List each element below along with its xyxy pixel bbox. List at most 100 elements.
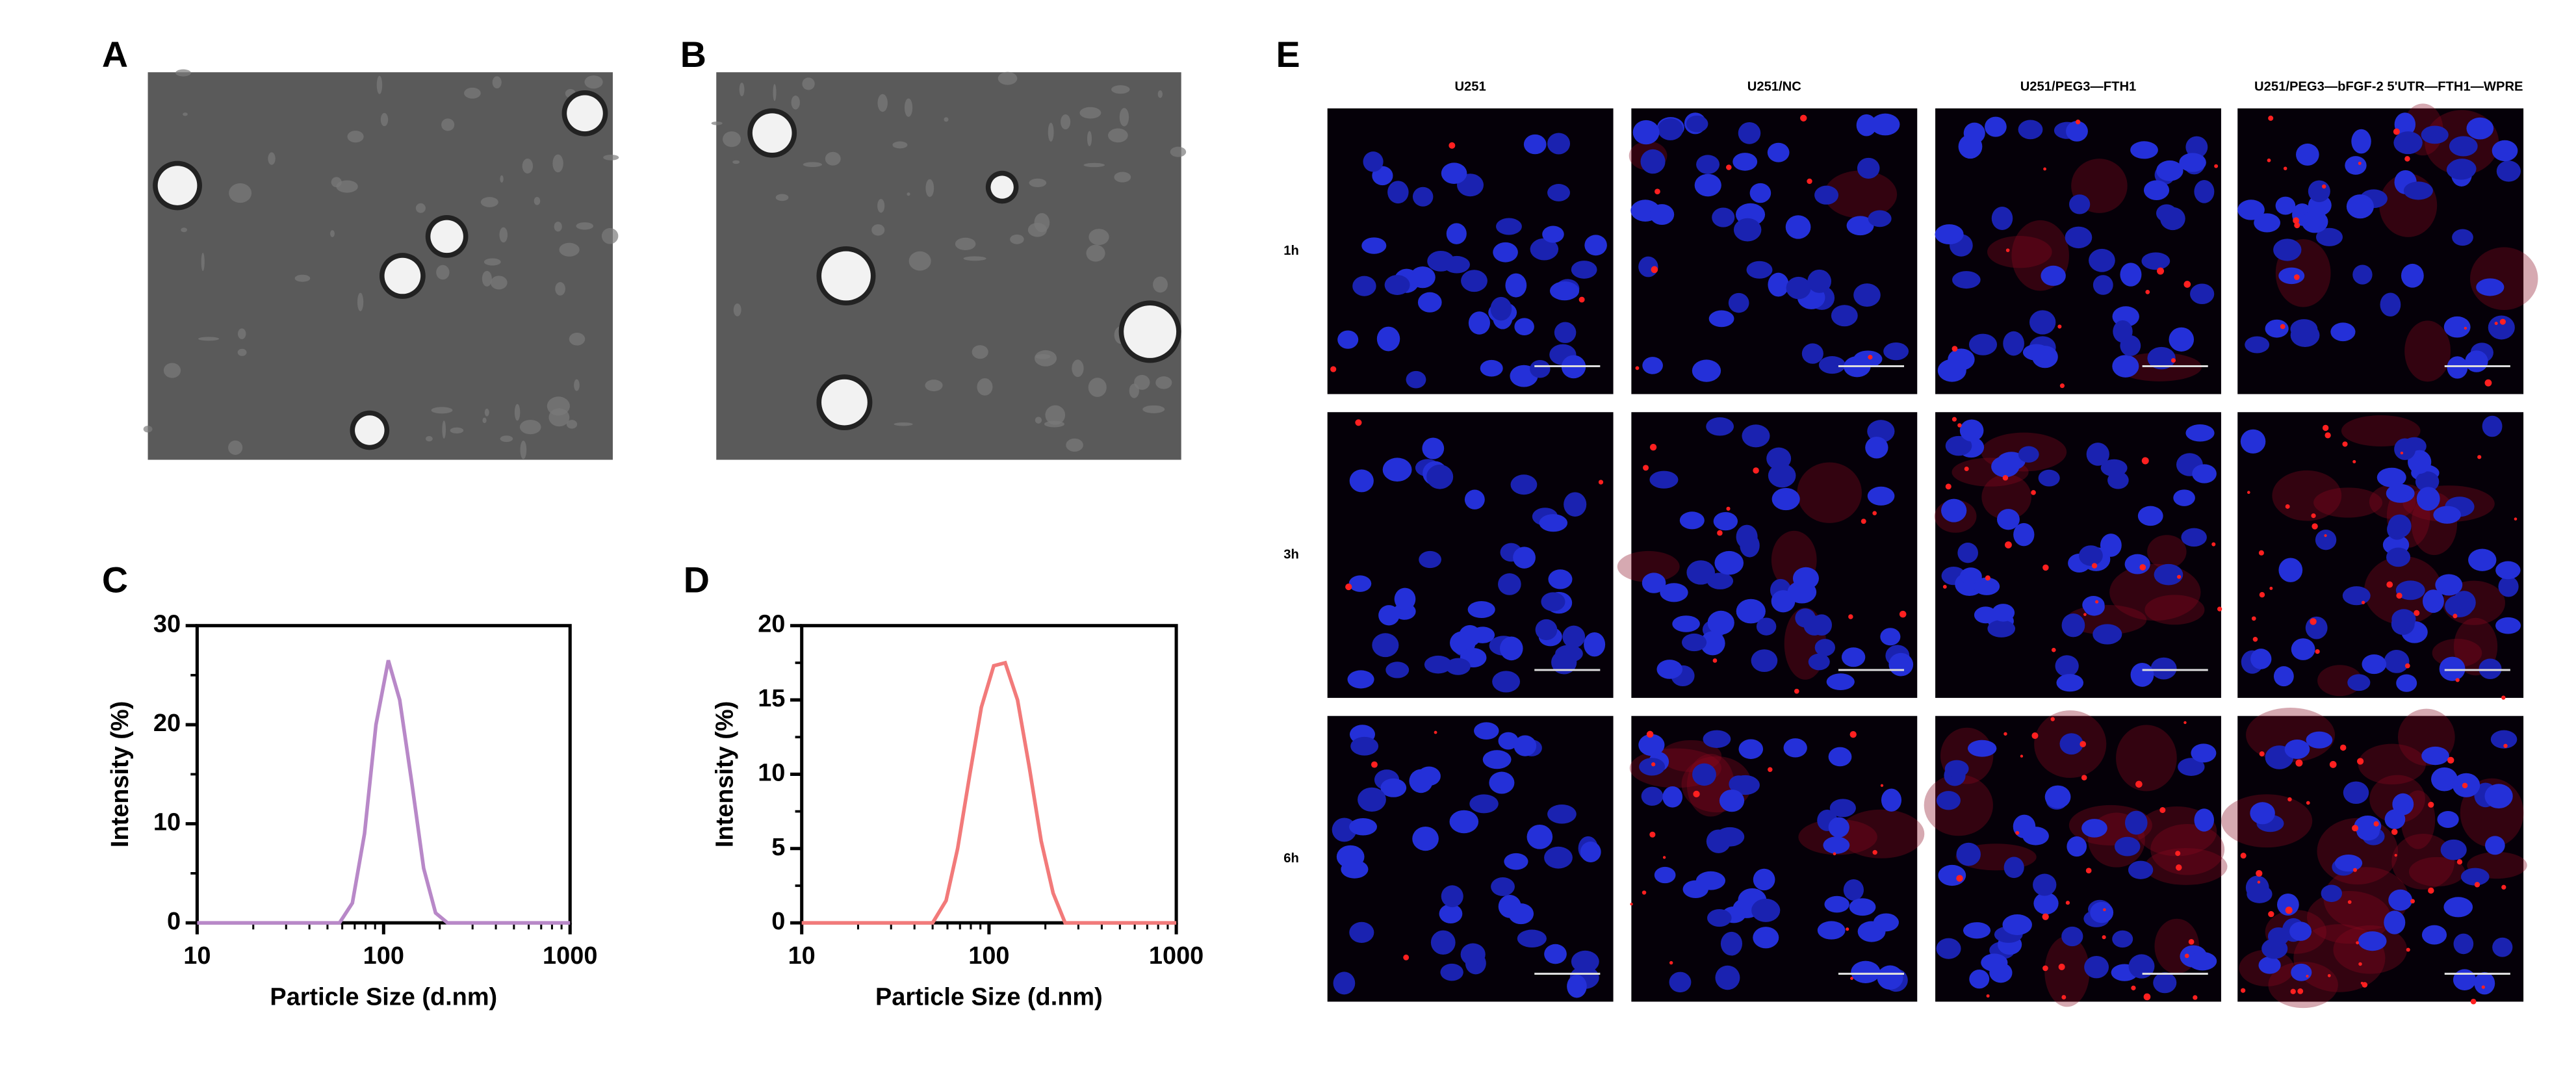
red-dot <box>2456 859 2463 865</box>
red-dot <box>2131 985 2136 990</box>
nucleus <box>1732 153 1758 171</box>
red-dot <box>1646 730 1654 738</box>
nucleus <box>2112 355 2139 378</box>
red-dot <box>2080 741 2087 747</box>
nucleus <box>1968 333 1998 355</box>
nucleus <box>2245 336 2270 354</box>
nucleus <box>2237 200 2265 220</box>
nucleus <box>2422 589 2444 613</box>
tem-debris <box>1134 374 1150 390</box>
red-dot <box>2322 184 2326 189</box>
red-dot <box>1985 575 1990 581</box>
nucleus <box>1853 283 1881 307</box>
red-dot <box>2267 158 2271 162</box>
nucleus <box>1669 972 1692 993</box>
nucleus <box>1445 658 1471 675</box>
nucleus <box>2147 346 2176 370</box>
x-tick-label: 1000 <box>543 942 597 970</box>
nucleus <box>2130 141 2158 159</box>
red-dot <box>2003 732 2007 736</box>
red-dot <box>1345 583 1352 591</box>
nucleus <box>1358 787 1386 812</box>
nucleus <box>1974 606 1998 624</box>
red-dot <box>2103 908 2106 912</box>
nucleus <box>1783 738 1807 758</box>
nucleus <box>2346 194 2374 219</box>
red-haze <box>2391 834 2455 890</box>
nucleus <box>1510 474 1538 495</box>
red-dot <box>2251 616 2256 621</box>
nucleus <box>1753 927 1779 949</box>
nucleus <box>2061 926 2083 947</box>
nucleus <box>1642 573 1666 593</box>
nucleus <box>1857 157 1880 179</box>
red-dot <box>2311 513 2316 519</box>
red-dot <box>2050 717 2055 721</box>
nucleus <box>1544 846 1573 869</box>
nucleus <box>2354 816 2382 837</box>
nucleus <box>2018 446 2039 463</box>
red-dot <box>2020 754 2024 758</box>
tem-debris <box>1079 107 1101 119</box>
nucleus <box>2401 263 2424 288</box>
nucleus <box>2178 758 2205 776</box>
nucleus <box>2388 514 2412 538</box>
nucleus <box>1849 898 1876 916</box>
nucleus <box>1641 786 1664 806</box>
tem-debris <box>802 77 815 90</box>
nucleus <box>1640 149 1666 174</box>
tem-debris <box>499 227 508 243</box>
tem-debris <box>520 441 527 459</box>
tem-debris <box>1072 359 1084 378</box>
red-dot <box>2002 474 2009 481</box>
nucleus <box>1513 547 1536 569</box>
tem-debris <box>514 404 521 421</box>
tem-debris <box>436 264 450 280</box>
tem-debris <box>519 419 541 435</box>
nucleus <box>2055 655 2079 677</box>
nucleus <box>2345 156 2367 175</box>
red-dot <box>2352 459 2356 464</box>
nucleus <box>1547 133 1571 155</box>
nucleus <box>2308 180 2330 203</box>
red-dot <box>1598 480 1604 485</box>
nucleus <box>2278 558 2303 582</box>
red-dot <box>2501 695 2506 700</box>
nucleus <box>1936 791 1961 810</box>
nucleus <box>2492 140 2518 162</box>
red-dot <box>2031 490 2036 495</box>
nucleus <box>1523 134 1547 155</box>
nucleus <box>2388 889 2413 911</box>
nucleus <box>1526 824 1553 849</box>
nucleus <box>1824 895 1849 913</box>
tem-debris <box>576 222 594 230</box>
nucleus <box>1469 794 1499 814</box>
panel-label: C <box>102 560 128 600</box>
red-haze <box>1838 809 1925 858</box>
nucleus <box>2468 548 2497 571</box>
nucleus <box>1491 877 1515 896</box>
red-dot <box>2259 592 2265 598</box>
nucleus <box>2482 415 2503 437</box>
size-distribution-line <box>197 660 571 925</box>
red-dot <box>2410 899 2415 904</box>
nucleus <box>2484 784 2513 809</box>
red-dot <box>2057 324 2062 329</box>
tem-debris <box>380 112 389 127</box>
nucleus <box>1736 599 1766 624</box>
tem-debris <box>1088 229 1109 246</box>
red-dot <box>2183 281 2191 288</box>
nucleus <box>2065 226 2093 249</box>
nucleus <box>1412 187 1434 207</box>
red-dot <box>2428 801 2434 808</box>
tem-debris <box>955 237 976 251</box>
nucleus <box>1817 921 1846 940</box>
tem-debris <box>1044 420 1064 428</box>
tem-image <box>148 72 613 460</box>
red-dot <box>1717 530 1723 536</box>
nucleus <box>1877 965 1903 990</box>
nucleus <box>1580 841 1601 862</box>
nucleus <box>2416 487 2440 511</box>
red-dot <box>2175 851 2181 856</box>
nucleus <box>2120 263 2142 287</box>
